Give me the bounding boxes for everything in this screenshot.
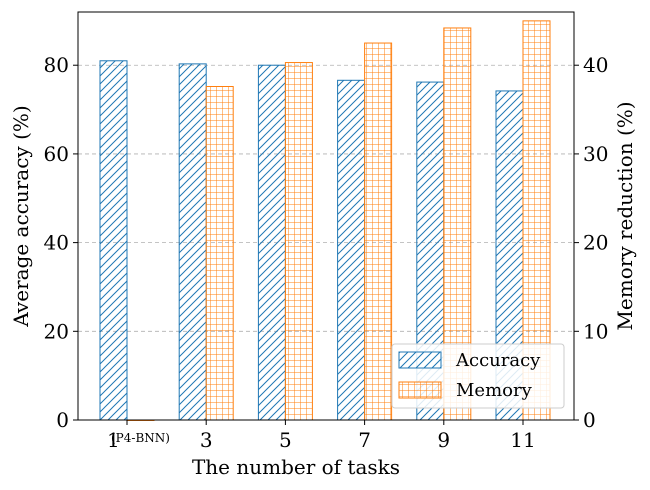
x-tick-label: 9 — [437, 428, 450, 452]
y-right-tick-label: 40 — [583, 53, 608, 77]
bar-accuracy — [178, 63, 207, 421]
legend-swatch-memory — [398, 381, 442, 399]
y-left-tick-label: 80 — [44, 53, 69, 77]
y-axis-left-title: Average accuracy (%) — [9, 105, 33, 327]
legend-swatch-accuracy — [398, 351, 442, 369]
grid-lines — [78, 64, 574, 332]
legend-label-accuracy: Accuracy — [455, 350, 541, 371]
ticks: 0 20 40 60 80 0 10 20 30 40 1(P4-BNN) 3 5 7 9 11 — [44, 53, 609, 452]
bar-memory — [284, 62, 313, 421]
x-axis-title: The number of tasks — [192, 455, 400, 479]
x-tick-label: 11 — [510, 428, 535, 452]
y-axis-right-title: Memory reduction (%) — [613, 101, 637, 330]
legend: Accuracy Memory — [391, 343, 565, 409]
y-right-tick-label: 0 — [583, 408, 596, 432]
y-left-tick-label: 20 — [44, 319, 69, 343]
y-right-tick-label: 30 — [583, 142, 608, 166]
legend-label-memory: Memory — [456, 380, 533, 401]
x-tick-label: 5 — [279, 428, 292, 452]
y-left-tick-label: 40 — [44, 231, 69, 255]
bar-accuracy — [99, 60, 128, 421]
bar-accuracy — [257, 64, 286, 421]
x-tick-note: (P4-BNN) — [111, 431, 170, 445]
x-tick-label: 7 — [358, 428, 371, 452]
bar-memory — [205, 86, 234, 421]
bar-accuracy — [337, 79, 366, 421]
y-left-tick-label: 0 — [56, 408, 69, 432]
x-tick-label: 3 — [200, 428, 213, 452]
y-right-tick-label: 20 — [583, 231, 608, 255]
y-right-tick-label: 10 — [583, 319, 608, 343]
bar-memory — [364, 42, 393, 421]
x-tick-label: 1 — [107, 428, 120, 452]
plot-frame — [77, 11, 575, 421]
y-left-tick-label: 60 — [44, 142, 69, 166]
